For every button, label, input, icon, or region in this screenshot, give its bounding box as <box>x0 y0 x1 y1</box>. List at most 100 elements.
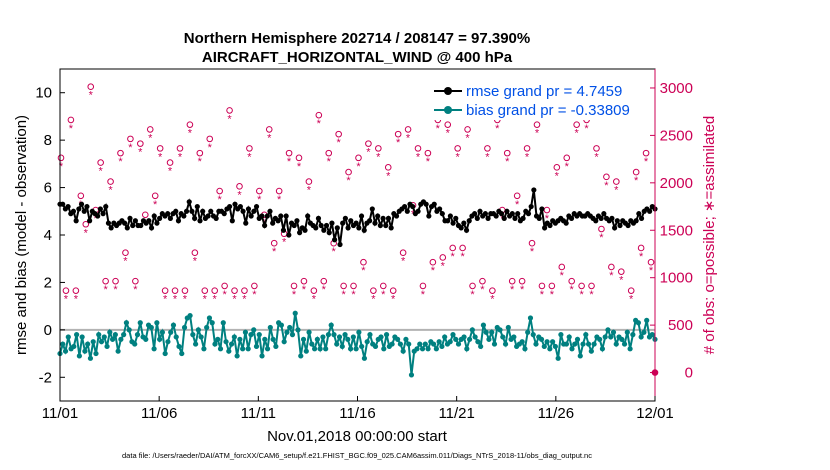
obs-possible-marker <box>186 121 194 128</box>
rmse-point <box>501 215 507 221</box>
obs-assimilated-marker: * <box>361 265 366 277</box>
bias-point <box>552 343 558 350</box>
bias-point <box>464 346 470 352</box>
bias-point <box>134 332 141 338</box>
rmse-point <box>625 222 631 229</box>
rmse-point <box>369 206 375 212</box>
bias-point <box>538 336 545 342</box>
bias-point <box>588 348 594 354</box>
rmse-point <box>329 220 335 226</box>
obs-assimilated-marker: * <box>545 213 550 225</box>
obs-assimilated-marker: * <box>94 213 99 225</box>
rmse-point <box>264 213 270 219</box>
bias-point <box>472 334 478 340</box>
bias-point <box>237 336 243 342</box>
bias-point <box>439 343 445 350</box>
bias-point <box>378 334 384 340</box>
obs-assimilated-marker: * <box>272 246 277 258</box>
bias-point <box>372 343 379 350</box>
rmse-point <box>361 227 367 233</box>
rmse-point <box>227 203 233 210</box>
rmse-point <box>593 218 599 224</box>
bias-point <box>284 329 290 335</box>
obs-possible-marker <box>117 149 124 157</box>
rmse-point <box>205 213 211 219</box>
rmse-point <box>340 220 346 226</box>
obs-possible-marker <box>459 244 466 252</box>
rmse-point <box>402 203 408 210</box>
rmse-point <box>78 201 85 207</box>
bias-point <box>569 346 575 352</box>
rmse-point <box>291 222 297 229</box>
bias-point <box>104 343 110 350</box>
bias-point <box>466 336 473 342</box>
rmse-point <box>76 206 82 212</box>
obs-possible-marker <box>270 239 278 247</box>
bias-point <box>162 350 168 357</box>
bias-point <box>541 343 547 350</box>
rmse-point <box>108 225 114 231</box>
obs-assimilated-marker: * <box>386 170 391 182</box>
obs-possible-marker <box>246 145 253 152</box>
obs-assimilated-marker: * <box>287 156 292 168</box>
rmse-point <box>609 215 615 221</box>
bias-point <box>397 341 403 347</box>
obs-possible-marker <box>444 121 452 128</box>
obs-possible-marker <box>568 277 576 285</box>
x-axis: 11/01 11/06 11/11 11/16 11/21 11/26 12/01 <box>42 396 674 422</box>
bias-point <box>406 341 412 347</box>
bias-point <box>123 320 130 326</box>
obs-possible-marker <box>617 268 625 275</box>
obs-assimilated-marker: * <box>312 294 317 306</box>
rmse-point <box>498 211 505 217</box>
bias-point <box>425 346 431 352</box>
bias-point <box>190 332 196 338</box>
bias-point <box>602 334 608 340</box>
obs-possible-marker <box>429 258 437 266</box>
bias-point <box>527 315 534 321</box>
obs-possible-marker <box>632 168 640 176</box>
obs-assimilated-marker: * <box>123 256 128 268</box>
obs-possible-marker <box>97 159 104 166</box>
obs-possible-marker <box>613 178 620 185</box>
bias-point <box>491 341 498 347</box>
bias-point <box>107 329 113 335</box>
obs-assimilated-marker: * <box>555 170 560 182</box>
legend-rmse-marker <box>444 87 452 95</box>
bias-series <box>57 310 658 378</box>
rmse-point <box>512 215 518 221</box>
obs-assimilated-marker: * <box>307 185 312 197</box>
obs-possible-marker <box>171 287 179 294</box>
bias-point <box>638 334 644 340</box>
obs-assimilated-marker: * <box>64 294 69 306</box>
bias-point <box>143 336 149 342</box>
bias-point <box>608 334 614 340</box>
bias-point <box>201 346 207 352</box>
obs-assimilated-marker: * <box>490 294 495 306</box>
rmse-point <box>267 208 273 214</box>
rmse-point <box>183 208 190 214</box>
bias-point <box>112 332 118 338</box>
bias-point <box>115 348 121 354</box>
bias-point <box>630 332 636 338</box>
bias-point <box>442 334 448 340</box>
bias-point <box>234 353 240 359</box>
bias-point <box>148 324 154 331</box>
obs-possible-marker <box>211 287 218 294</box>
bias-point <box>62 348 69 354</box>
rmse-point <box>598 215 604 221</box>
obs-assimilated-marker: * <box>148 132 153 144</box>
bias-point <box>231 334 237 340</box>
rmse-point <box>385 215 392 221</box>
bias-point <box>298 353 304 359</box>
obs-possible-marker <box>57 154 65 162</box>
obs-possible-marker <box>608 263 615 271</box>
obs-possible-marker <box>627 287 635 294</box>
obs-possible-marker <box>469 282 476 290</box>
legend-box <box>430 76 648 120</box>
obs-assimilated-marker: * <box>89 90 94 102</box>
obs-assimilated-marker: * <box>560 270 565 282</box>
obs-assimilated-marker: * <box>337 137 342 149</box>
bias-point <box>323 346 329 352</box>
rmse-point <box>167 215 173 221</box>
